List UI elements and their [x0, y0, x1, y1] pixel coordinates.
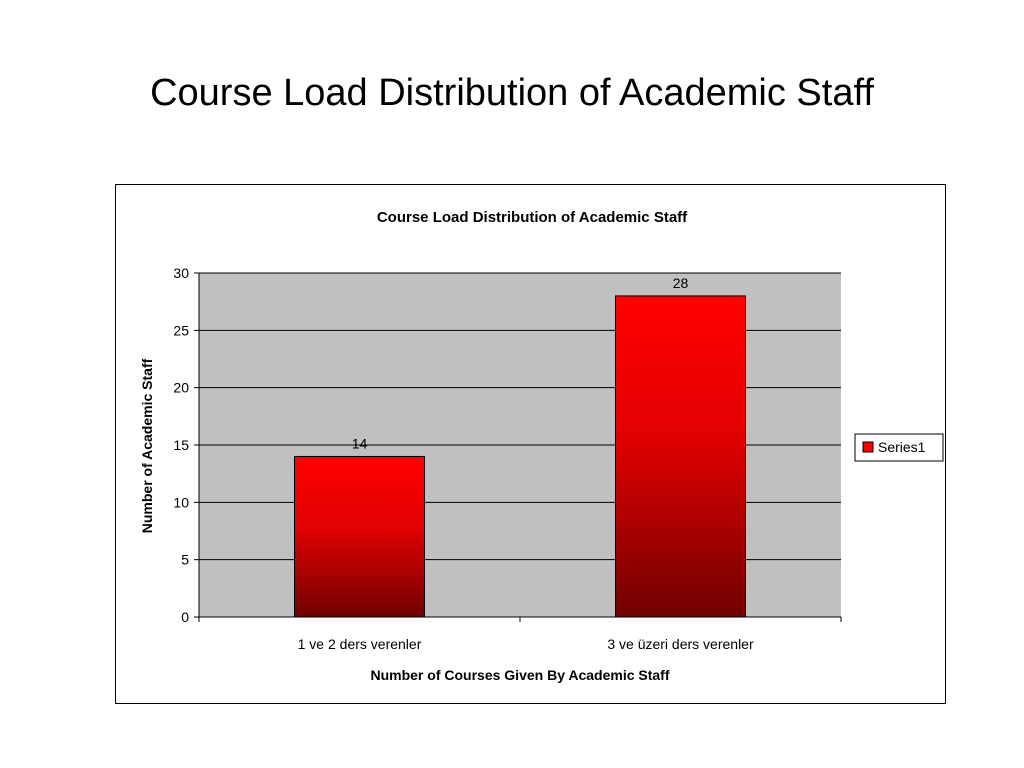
y-tick-label: 30 — [173, 265, 189, 281]
data-label: 28 — [673, 275, 689, 291]
x-axis-label: Number of Courses Given By Academic Staf… — [370, 667, 669, 683]
x-tick-label: 1 ve 2 ders verenler — [298, 636, 422, 652]
bar — [293, 455, 426, 618]
bar — [614, 295, 747, 618]
y-tick-label: 20 — [173, 380, 189, 396]
chart-frame: Course Load Distribution of Academic Sta… — [115, 184, 946, 704]
y-tick-label: 25 — [173, 322, 189, 338]
y-tick-label: 0 — [181, 609, 189, 625]
bar-chart: Course Load Distribution of Academic Sta… — [139, 209, 944, 683]
slide-title: Course Load Distribution of Academic Sta… — [150, 72, 874, 114]
y-axis-label: Number of Academic Staff — [139, 358, 155, 533]
chart-title: Course Load Distribution of Academic Sta… — [377, 209, 688, 226]
x-tick-label: 3 ve üzeri ders verenler — [607, 636, 754, 652]
y-tick-label: 10 — [173, 494, 189, 510]
data-label: 14 — [352, 435, 368, 451]
y-tick-label: 15 — [173, 437, 189, 453]
legend-entry-series1: Series1 — [878, 439, 926, 455]
y-tick-label: 5 — [181, 552, 189, 568]
legend: Series1 — [854, 433, 944, 462]
legend-swatch — [862, 441, 874, 453]
